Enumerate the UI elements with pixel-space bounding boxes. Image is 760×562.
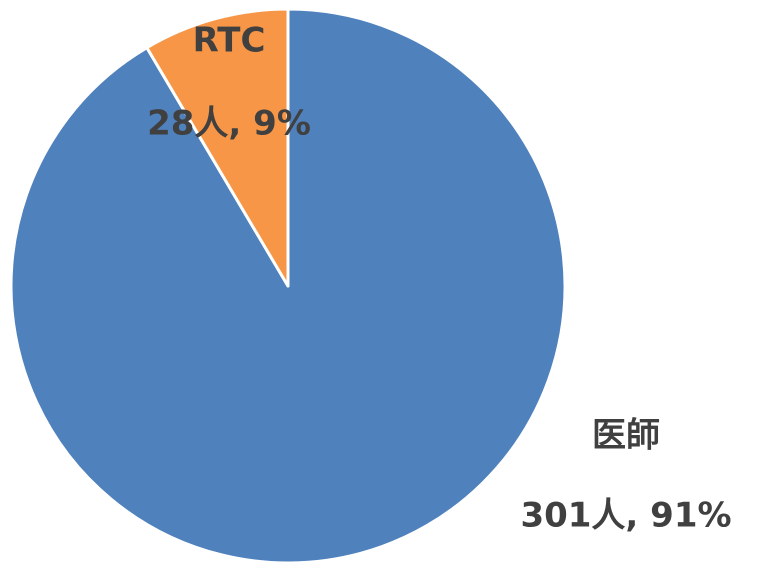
- slice-value-label: 28人, 9%: [147, 104, 311, 144]
- slice-category-label: RTC: [193, 21, 266, 61]
- slice-category-label: 医師: [592, 416, 660, 456]
- slice-value-label: 301人, 91%: [520, 496, 731, 536]
- pie-slice: [9, 7, 567, 562]
- pie-slice: [145, 7, 290, 288]
